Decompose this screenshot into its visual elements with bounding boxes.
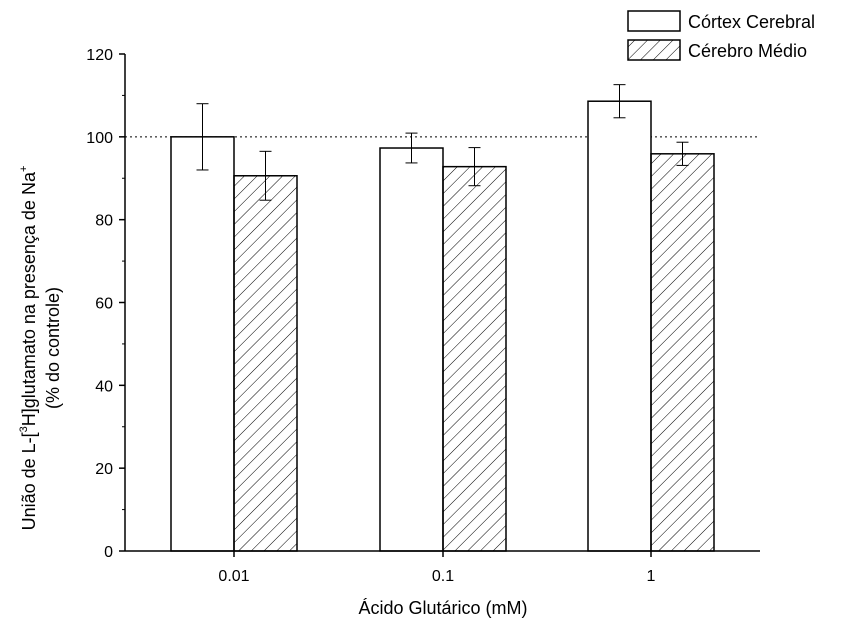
y-axis-label-line1: União de L-[3H]glutamato na presença de …: [18, 166, 39, 531]
legend-swatch-cerebro: [627, 39, 681, 61]
bar-series2-cat-2: [442, 165, 507, 552]
bar-series1-cat-3: [587, 100, 652, 552]
y-tick-label: 80: [95, 213, 113, 230]
bar-series2-cat-1: [233, 175, 298, 552]
y-tick-label: 0: [104, 544, 113, 561]
plot-area: 0 20 40 60 80 100 120 0.01 0.1 1: [86, 47, 760, 585]
bar-series1-cat-1: [170, 136, 235, 552]
legend-swatch-cortex: [627, 10, 681, 32]
x-tick-label: 1: [647, 568, 656, 585]
x-tick-label: 0.1: [432, 568, 454, 585]
y-label-part2: H]glutamato na presença de Na: [19, 171, 39, 426]
legend-label-cerebro: Cérebro Médio: [688, 41, 807, 61]
x-tick-label: 0.01: [218, 568, 249, 585]
y-tick-label: 100: [86, 130, 113, 147]
y-axis-label: União de L-[3H]glutamato na presença de …: [18, 166, 63, 531]
y-axis-label-line2: (% do controle): [43, 287, 63, 409]
x-axis-label: Ácido Glutárico (mM): [358, 598, 527, 618]
y-tick-label: 20: [95, 461, 113, 478]
bar-series2-cat-3: [650, 153, 715, 552]
y-tick-label: 40: [95, 378, 113, 395]
legend: Córtex Cerebral Cérebro Médio: [627, 10, 815, 61]
y-label-sup-plus: +: [18, 166, 30, 172]
y-label-sup-3: 3: [18, 426, 30, 432]
y-tick-label: 60: [95, 296, 113, 313]
legend-label-cortex: Córtex Cerebral: [688, 12, 815, 32]
bar-series1-cat-2: [379, 147, 444, 552]
y-tick-label: 120: [86, 47, 113, 64]
y-label-part1: União de L-[: [19, 432, 39, 530]
